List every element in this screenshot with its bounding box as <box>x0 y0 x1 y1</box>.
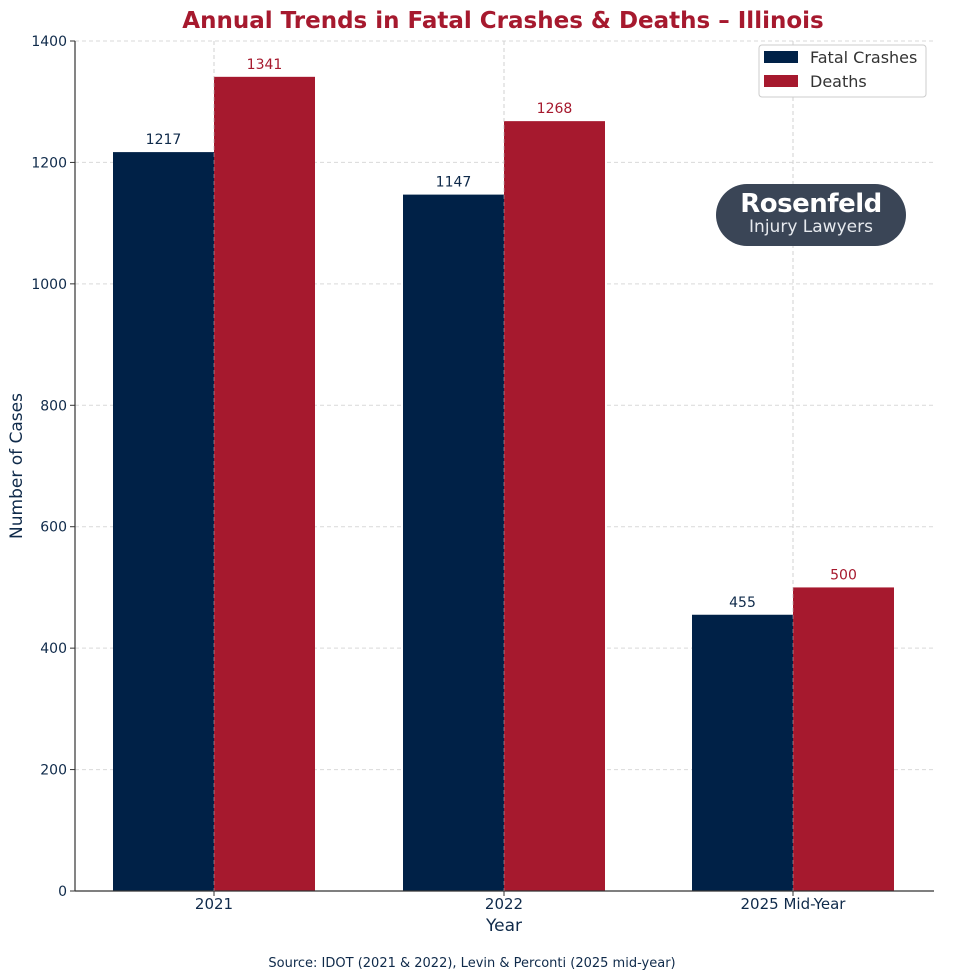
bar-value-label: 1147 <box>436 175 472 191</box>
y-tick-label: 0 <box>58 884 67 900</box>
bar-deaths-0 <box>214 76 315 892</box>
y-tick-label: 400 <box>40 641 67 657</box>
x-axis-label: Year <box>485 916 522 936</box>
chart-title: Annual Trends in Fatal Crashes & Deaths … <box>182 8 823 34</box>
rosenfeld-logo: Rosenfeld Injury Lawyers <box>716 184 906 246</box>
bar-value-label: 1268 <box>537 101 573 117</box>
bars-layer <box>113 76 894 892</box>
legend-frame <box>758 44 927 98</box>
bar-fatal-crashes-1 <box>403 194 504 891</box>
axes-layer <box>70 40 934 896</box>
legend-label-fatal-crashes: Fatal Crashes <box>810 48 917 67</box>
x-tick-label: 2021 <box>195 895 233 913</box>
bar-value-label: 455 <box>729 595 756 611</box>
y-tick-label: 1400 <box>31 34 67 50</box>
bar-deaths-2 <box>793 587 894 891</box>
x-tick-label: 2022 <box>485 895 523 913</box>
labels-layer: 0 200 400 600 800 1000 1200 1400 1217 1147 455 1341… <box>31 34 857 913</box>
y-tick-label: 1200 <box>31 155 67 171</box>
bar-value-label: 1217 <box>146 132 182 148</box>
legend: Fatal Crashes Deaths <box>758 44 927 98</box>
y-tick-label: 800 <box>40 398 67 414</box>
bar-fatal-crashes-0 <box>113 152 214 891</box>
bar-fatal-crashes-2 <box>692 614 793 891</box>
y-tick-label: 600 <box>40 520 67 536</box>
logo-tagline: Injury Lawyers <box>749 217 873 237</box>
source-note: Source: IDOT (2021 & 2022), Levin & Perc… <box>268 956 675 971</box>
legend-swatch-fatal-crashes <box>764 51 798 63</box>
logo-brand: Rosenfeld <box>740 189 882 219</box>
bar-value-label: 500 <box>830 567 857 583</box>
y-tick-label: 1000 <box>31 277 67 293</box>
bar-deaths-1 <box>504 121 605 891</box>
y-tick-label: 200 <box>40 763 67 779</box>
legend-swatch-deaths <box>764 75 798 87</box>
y-axis-label: Number of Cases <box>7 393 27 539</box>
x-tick-label: 2025 Mid-Year <box>741 895 847 913</box>
bar-value-label: 1341 <box>247 57 283 73</box>
legend-label-deaths: Deaths <box>810 72 867 91</box>
